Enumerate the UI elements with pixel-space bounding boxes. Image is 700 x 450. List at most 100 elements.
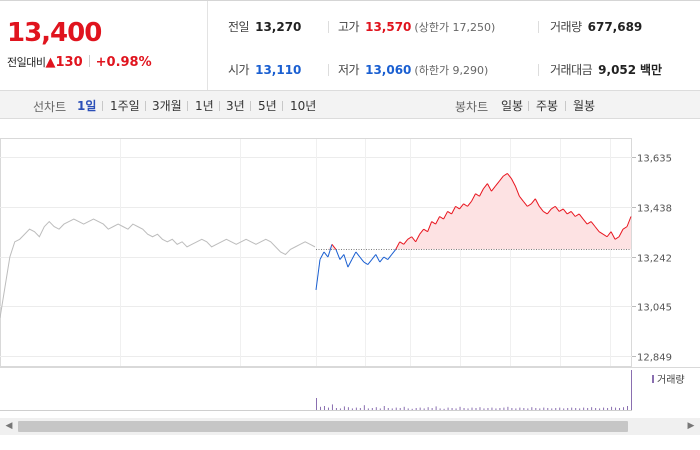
period-3m-tab[interactable]: 3개월 bbox=[152, 99, 182, 113]
period-3y-tab[interactable]: 3년 bbox=[226, 99, 245, 113]
price-segment bbox=[439, 216, 444, 220]
volume-bar bbox=[363, 405, 365, 410]
volume-bar bbox=[587, 408, 589, 410]
volume-bar bbox=[519, 407, 521, 410]
price-segment bbox=[594, 226, 600, 232]
volume-bar bbox=[419, 407, 421, 410]
period-1w-tab[interactable]: 1주일 bbox=[110, 99, 140, 113]
price-segment bbox=[510, 178, 516, 187]
price-segment bbox=[527, 203, 532, 207]
price-segment bbox=[618, 228, 624, 237]
price-segment bbox=[590, 221, 596, 227]
price-segment bbox=[546, 208, 552, 215]
price-segment bbox=[558, 208, 564, 212]
price-segment bbox=[435, 216, 441, 225]
price-segment bbox=[315, 259, 321, 290]
chart-horizontal-scrollbar[interactable]: ◀ ▶ bbox=[0, 418, 700, 435]
price-segment bbox=[578, 213, 584, 220]
volume-bar bbox=[359, 408, 361, 410]
price-segment bbox=[487, 183, 492, 192]
volume-bar bbox=[367, 408, 369, 410]
price-segment bbox=[602, 233, 608, 238]
volume-value: 677,689 bbox=[587, 20, 643, 34]
price-segment bbox=[491, 185, 496, 192]
volume-bar bbox=[507, 406, 509, 410]
volume-bar bbox=[443, 408, 445, 410]
open-stat: 시가 13,110 bbox=[228, 61, 301, 78]
price-segment bbox=[522, 200, 528, 207]
line-chart-label: 선차트 bbox=[33, 100, 67, 114]
price-segment bbox=[383, 256, 389, 260]
price-series bbox=[0, 173, 632, 318]
volume-bar bbox=[491, 407, 493, 410]
volume-bar bbox=[407, 408, 409, 410]
y-tick-label: 13,045 bbox=[637, 303, 672, 314]
period-1y-tab[interactable]: 1년 bbox=[195, 99, 214, 113]
volume-bar bbox=[479, 407, 481, 410]
price-segment bbox=[554, 206, 560, 212]
volume-bar bbox=[579, 408, 581, 410]
period-1d-tab[interactable]: 1일 bbox=[77, 99, 97, 113]
volume-bar bbox=[447, 407, 449, 410]
volume-bar bbox=[319, 406, 321, 410]
volume-bar bbox=[611, 406, 613, 410]
low-label: 저가 bbox=[338, 63, 360, 77]
price-segment bbox=[518, 195, 524, 202]
candle-daily-tab[interactable]: 일봉 bbox=[501, 99, 524, 113]
scroll-left-icon[interactable]: ◀ bbox=[5, 421, 13, 431]
chart-toolbar: 선차트 1일 1주일 3개월 1년 3년 5년 10년 봉차트 일봉 주봉 월봉 bbox=[0, 90, 700, 119]
price-segment bbox=[534, 198, 540, 207]
volume-panel: 거래량 bbox=[0, 367, 700, 411]
price-segment bbox=[351, 251, 357, 260]
price-segment bbox=[447, 211, 452, 215]
volume-stat: 거래량 677,689 bbox=[550, 18, 642, 35]
price-segment bbox=[586, 221, 592, 225]
volume-bar bbox=[487, 408, 489, 410]
candle-weekly-tab[interactable]: 주봉 bbox=[536, 99, 559, 113]
tab-divider bbox=[102, 101, 103, 111]
volume-bar bbox=[503, 407, 505, 410]
y-tick-label: 13,438 bbox=[637, 204, 672, 215]
volume-bar bbox=[423, 408, 425, 410]
y-axis: 13,635 13,438 13,242 13,045 12,849 bbox=[632, 154, 672, 364]
volume-bar bbox=[335, 408, 337, 410]
period-10y-tab[interactable]: 10년 bbox=[290, 99, 317, 113]
up-area-fill bbox=[316, 173, 631, 250]
period-5y-tab[interactable]: 5년 bbox=[258, 99, 277, 113]
price-segment bbox=[443, 211, 449, 220]
intraday-price-chart: 13,635 13,438 13,242 13,045 12,849 거래량 bbox=[0, 138, 700, 411]
turnover-value: 9,052 bbox=[598, 63, 637, 77]
prev-close-label: 전일 bbox=[228, 20, 250, 34]
volume-bar bbox=[563, 408, 565, 410]
price-segment bbox=[566, 211, 572, 215]
price-block: 13,400 전일대비▲130 +0.98% bbox=[0, 1, 208, 91]
price-segment bbox=[610, 231, 616, 240]
volume-bar bbox=[515, 408, 517, 410]
price-segment bbox=[395, 241, 401, 250]
volume-bar bbox=[527, 408, 529, 410]
volume-bar bbox=[331, 404, 333, 410]
volume-bar bbox=[427, 407, 429, 410]
volume-bar bbox=[439, 408, 441, 410]
volume-bar bbox=[483, 408, 485, 410]
high-stat: 고가 13,570 (상한가 17,250) bbox=[338, 18, 495, 35]
volume-bar bbox=[559, 407, 561, 410]
current-price: 13,400 bbox=[7, 18, 102, 48]
volume-legend-swatch bbox=[652, 375, 654, 383]
price-segment bbox=[387, 254, 393, 260]
volume-bar bbox=[327, 407, 329, 410]
volume-bar bbox=[435, 406, 437, 410]
price-segment bbox=[415, 233, 421, 243]
price-segment bbox=[451, 206, 456, 215]
volume-bar bbox=[463, 408, 465, 410]
volume-bar bbox=[415, 408, 417, 410]
candle-chart-label: 봉차트 bbox=[455, 100, 489, 114]
candle-monthly-tab[interactable]: 월봉 bbox=[573, 99, 596, 113]
price-segment bbox=[391, 249, 397, 255]
price-segment bbox=[614, 236, 620, 240]
volume-bar bbox=[431, 408, 433, 410]
scrollbar-thumb[interactable] bbox=[18, 421, 628, 432]
tab-divider bbox=[250, 101, 251, 111]
price-segment bbox=[355, 251, 361, 258]
scroll-right-icon[interactable]: ▶ bbox=[687, 421, 695, 431]
